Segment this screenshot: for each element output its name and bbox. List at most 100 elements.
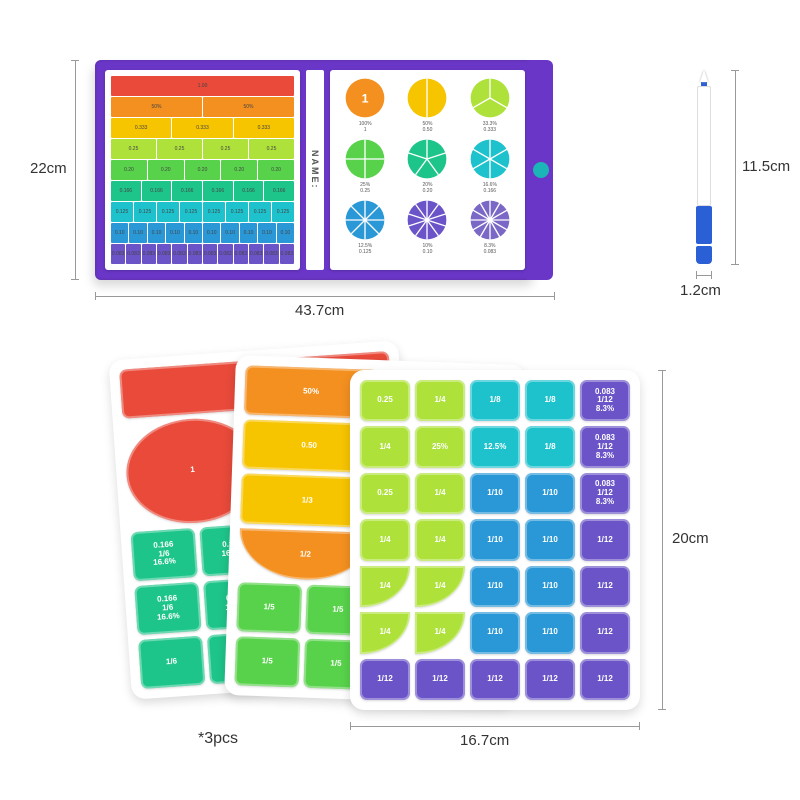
fraction-circle-label: 12.5% 0.125	[358, 244, 372, 255]
fraction-wall-cell: 0.166	[203, 181, 233, 201]
fraction-tile: 1/8	[525, 426, 575, 467]
fraction-wall-cell: 0.10	[111, 223, 128, 243]
fraction-tile: 1/4	[360, 519, 410, 560]
fraction-tile: 1/12	[525, 659, 575, 700]
pcs-count-label: *3pcs	[198, 730, 238, 748]
fraction-wall-cell: 0.10	[258, 223, 275, 243]
fraction-wall-cell: 0.125	[180, 202, 202, 222]
fraction-tile: 1/10	[470, 612, 520, 653]
fraction-wall-row: 0.250.250.250.25	[111, 139, 294, 159]
fraction-wall-cell: 0.125	[111, 202, 133, 222]
fraction-wall-cell: 0.333	[111, 118, 171, 138]
fraction-tile: 1/12	[470, 659, 520, 700]
book-spine: NAME:	[306, 70, 324, 270]
fraction-wall-cell: 0.125	[157, 202, 179, 222]
fraction-wall-row: 50%50%	[111, 97, 294, 117]
fraction-wall-row: 0.3330.3330.333	[111, 118, 294, 138]
fraction-tile: 1/8	[470, 380, 520, 421]
fraction-wall-cell: 0.333	[234, 118, 294, 138]
fraction-wall-cell: 0.10	[129, 223, 146, 243]
fraction-wall-cell: 0.125	[272, 202, 294, 222]
fraction-wall-cell: 0.25	[157, 139, 202, 159]
fraction-circle-cell: 10% 0.10	[398, 198, 456, 255]
fraction-wall-cell: 0.10	[203, 223, 220, 243]
fraction-wall-cell: 0.083	[172, 244, 186, 264]
fraction-tile: 1/10	[525, 566, 575, 607]
fraction-tile: 1/4	[360, 612, 410, 653]
fraction-wall-cell: 0.083	[203, 244, 217, 264]
fraction-wall-cell: 0.10	[221, 223, 238, 243]
fraction-wall-cell: 0.166	[172, 181, 202, 201]
fraction-wall-cell: 0.20	[221, 160, 257, 180]
fraction-wall: 1.0050%50%0.3330.3330.3330.250.250.250.2…	[111, 76, 294, 264]
svg-text:1: 1	[362, 91, 369, 105]
fraction-tile: 0.25	[360, 380, 410, 421]
book-width-line	[95, 296, 555, 297]
fraction-book: 1.0050%50%0.3330.3330.3330.250.250.250.2…	[95, 60, 535, 280]
pen-width-label: 1.2cm	[680, 282, 721, 299]
fraction-wall-row: 0.1250.1250.1250.1250.1250.1250.1250.125	[111, 202, 294, 222]
fraction-wall-row: 1.00	[111, 76, 294, 96]
fraction-tile: 1/5	[234, 636, 299, 687]
fraction-tile: 1/5	[236, 582, 301, 633]
fraction-tile: 1/4	[415, 566, 465, 607]
fraction-circle-label: 10% 0.10	[422, 244, 432, 255]
fraction-wall-cell: 0.125	[203, 202, 225, 222]
fraction-wall-row: 0.1660.1660.1660.1660.1660.166	[111, 181, 294, 201]
fraction-circle-cell: 25% 0.25	[336, 137, 394, 194]
fraction-tile: 1/10	[525, 612, 575, 653]
fraction-circle-cell: 33.3% 0.333	[461, 76, 519, 133]
book-flap	[527, 60, 553, 280]
fraction-tile: 1/12	[580, 659, 630, 700]
fraction-wall-row: 0.0830.0830.0830.0830.0830.0830.0830.083…	[111, 244, 294, 264]
fraction-tile: 1/10	[525, 519, 575, 560]
fraction-wall-cell: 0.166	[264, 181, 294, 201]
book-height-line	[75, 60, 76, 280]
fraction-circle-cell: 50% 0.50	[398, 76, 456, 133]
fraction-circle-cell: 8.3% 0.083	[461, 198, 519, 255]
fraction-tile: 1/4	[415, 519, 465, 560]
book-right-page: 1 100% 1 50% 0.50 33.3% 0.333 25% 0.25 20% 0.…	[330, 70, 525, 270]
fraction-circle-label: 33.3% 0.333	[483, 122, 497, 133]
fraction-tile: 1/4	[360, 566, 410, 607]
fraction-wall-cell: 0.083	[188, 244, 202, 264]
fraction-wall-cell: 0.083	[157, 244, 171, 264]
fraction-tile: 0.25	[360, 473, 410, 514]
fraction-wall-cell: 0.083	[218, 244, 232, 264]
fraction-tile: 12.5%	[470, 426, 520, 467]
fraction-wall-cell: 0.20	[111, 160, 147, 180]
pen-cap	[696, 246, 712, 264]
fraction-wall-cell: 0.25	[249, 139, 294, 159]
fraction-tile: 0.166 1/6 16.6%	[131, 527, 198, 580]
fraction-circle-cell: 20% 0.20	[398, 137, 456, 194]
boards-height-line	[662, 370, 663, 710]
pen-body	[697, 86, 711, 206]
fraction-wall-cell: 0.083	[126, 244, 140, 264]
fraction-wall-cell: 0.20	[185, 160, 221, 180]
fraction-wall-cell: 50%	[111, 97, 202, 117]
pen-tip-icon	[700, 70, 708, 82]
fraction-tile: 0.083 1/12 8.3%	[580, 426, 630, 467]
fraction-circle-cell: 16.6% 0.166	[461, 137, 519, 194]
fraction-tile: 1/8	[525, 380, 575, 421]
fraction-wall-cell: 50%	[203, 97, 294, 117]
fraction-circle-label: 20% 0.20	[422, 183, 432, 194]
fraction-tile: 1/4	[415, 473, 465, 514]
fraction-wall-cell: 0.083	[264, 244, 278, 264]
fraction-wall-cell: 0.083	[111, 244, 125, 264]
fraction-wall-cell: 0.10	[166, 223, 183, 243]
fraction-wall-cell: 0.10	[148, 223, 165, 243]
fraction-wall-cell: 0.125	[226, 202, 248, 222]
fraction-tile: 1/4	[415, 380, 465, 421]
fraction-tile: 1/4	[360, 426, 410, 467]
fraction-tile: 1/4	[415, 612, 465, 653]
fraction-wall-cell: 0.25	[203, 139, 248, 159]
fraction-tile: 1/12	[415, 659, 465, 700]
fraction-wall-cell: 0.333	[172, 118, 232, 138]
fraction-wall-cell: 0.083	[234, 244, 248, 264]
book-width-label: 43.7cm	[295, 302, 344, 319]
fraction-wall-cell: 0.20	[258, 160, 294, 180]
fraction-circle-label: 100% 1	[359, 122, 372, 133]
pen-height-label: 11.5cm	[742, 158, 790, 175]
fraction-circle-label: 50% 0.50	[422, 122, 432, 133]
